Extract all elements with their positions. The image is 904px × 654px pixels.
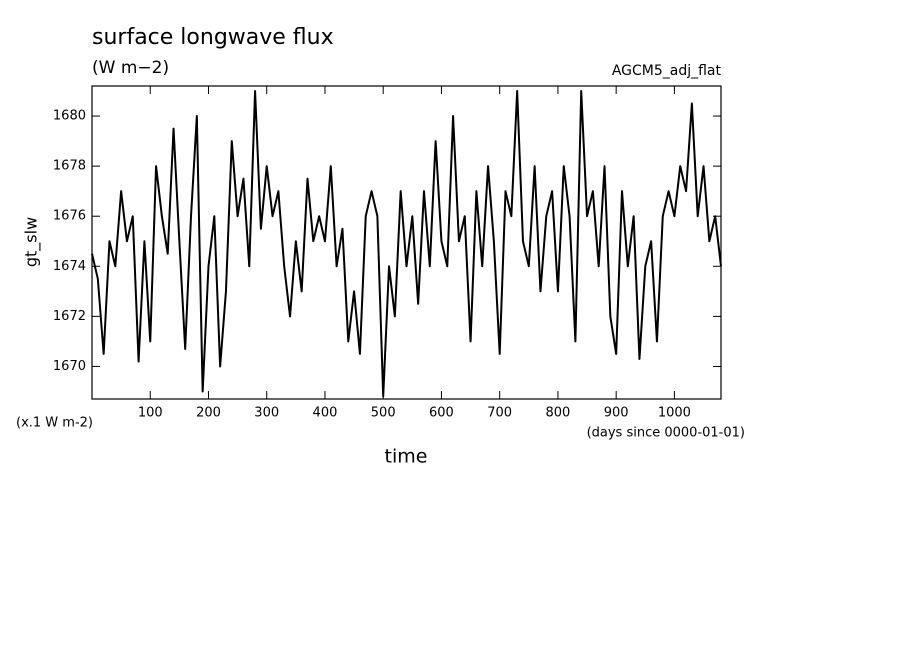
y-axis-label: gt_slw (22, 217, 42, 267)
x-unit: (days since 0000-01-01) (587, 426, 745, 441)
x-tick-label: 100 (138, 406, 163, 421)
chart-title: surface longwave flux (92, 25, 334, 50)
data-line (91, 90, 722, 398)
y-unit: (x.1 W m-2) (16, 416, 93, 431)
x-tick-label: 800 (546, 406, 571, 421)
x-tick-label: 500 (371, 406, 396, 421)
y-tick-label: 1676 (53, 209, 86, 224)
y-tick-label: 1678 (53, 159, 86, 174)
y-tick-label: 1670 (53, 359, 86, 374)
x-tick-label: 1000 (658, 406, 691, 421)
x-tick-label: 200 (196, 406, 221, 421)
x-tick-label: 900 (604, 406, 629, 421)
x-axis-label: time (385, 446, 428, 468)
x-tick-label: 400 (313, 406, 338, 421)
y-tick-label: 1674 (53, 259, 86, 274)
plot-frame (91, 85, 722, 400)
y-tick-label: 1672 (53, 309, 86, 324)
x-tick-label: 600 (429, 406, 454, 421)
annotation: AGCM5_adj_flat (612, 63, 722, 79)
y-tick-label: 1680 (53, 109, 86, 124)
x-tick-label: 300 (254, 406, 279, 421)
chart-subtitle: (W m−2) (92, 58, 169, 78)
x-tick-label: 700 (487, 406, 512, 421)
